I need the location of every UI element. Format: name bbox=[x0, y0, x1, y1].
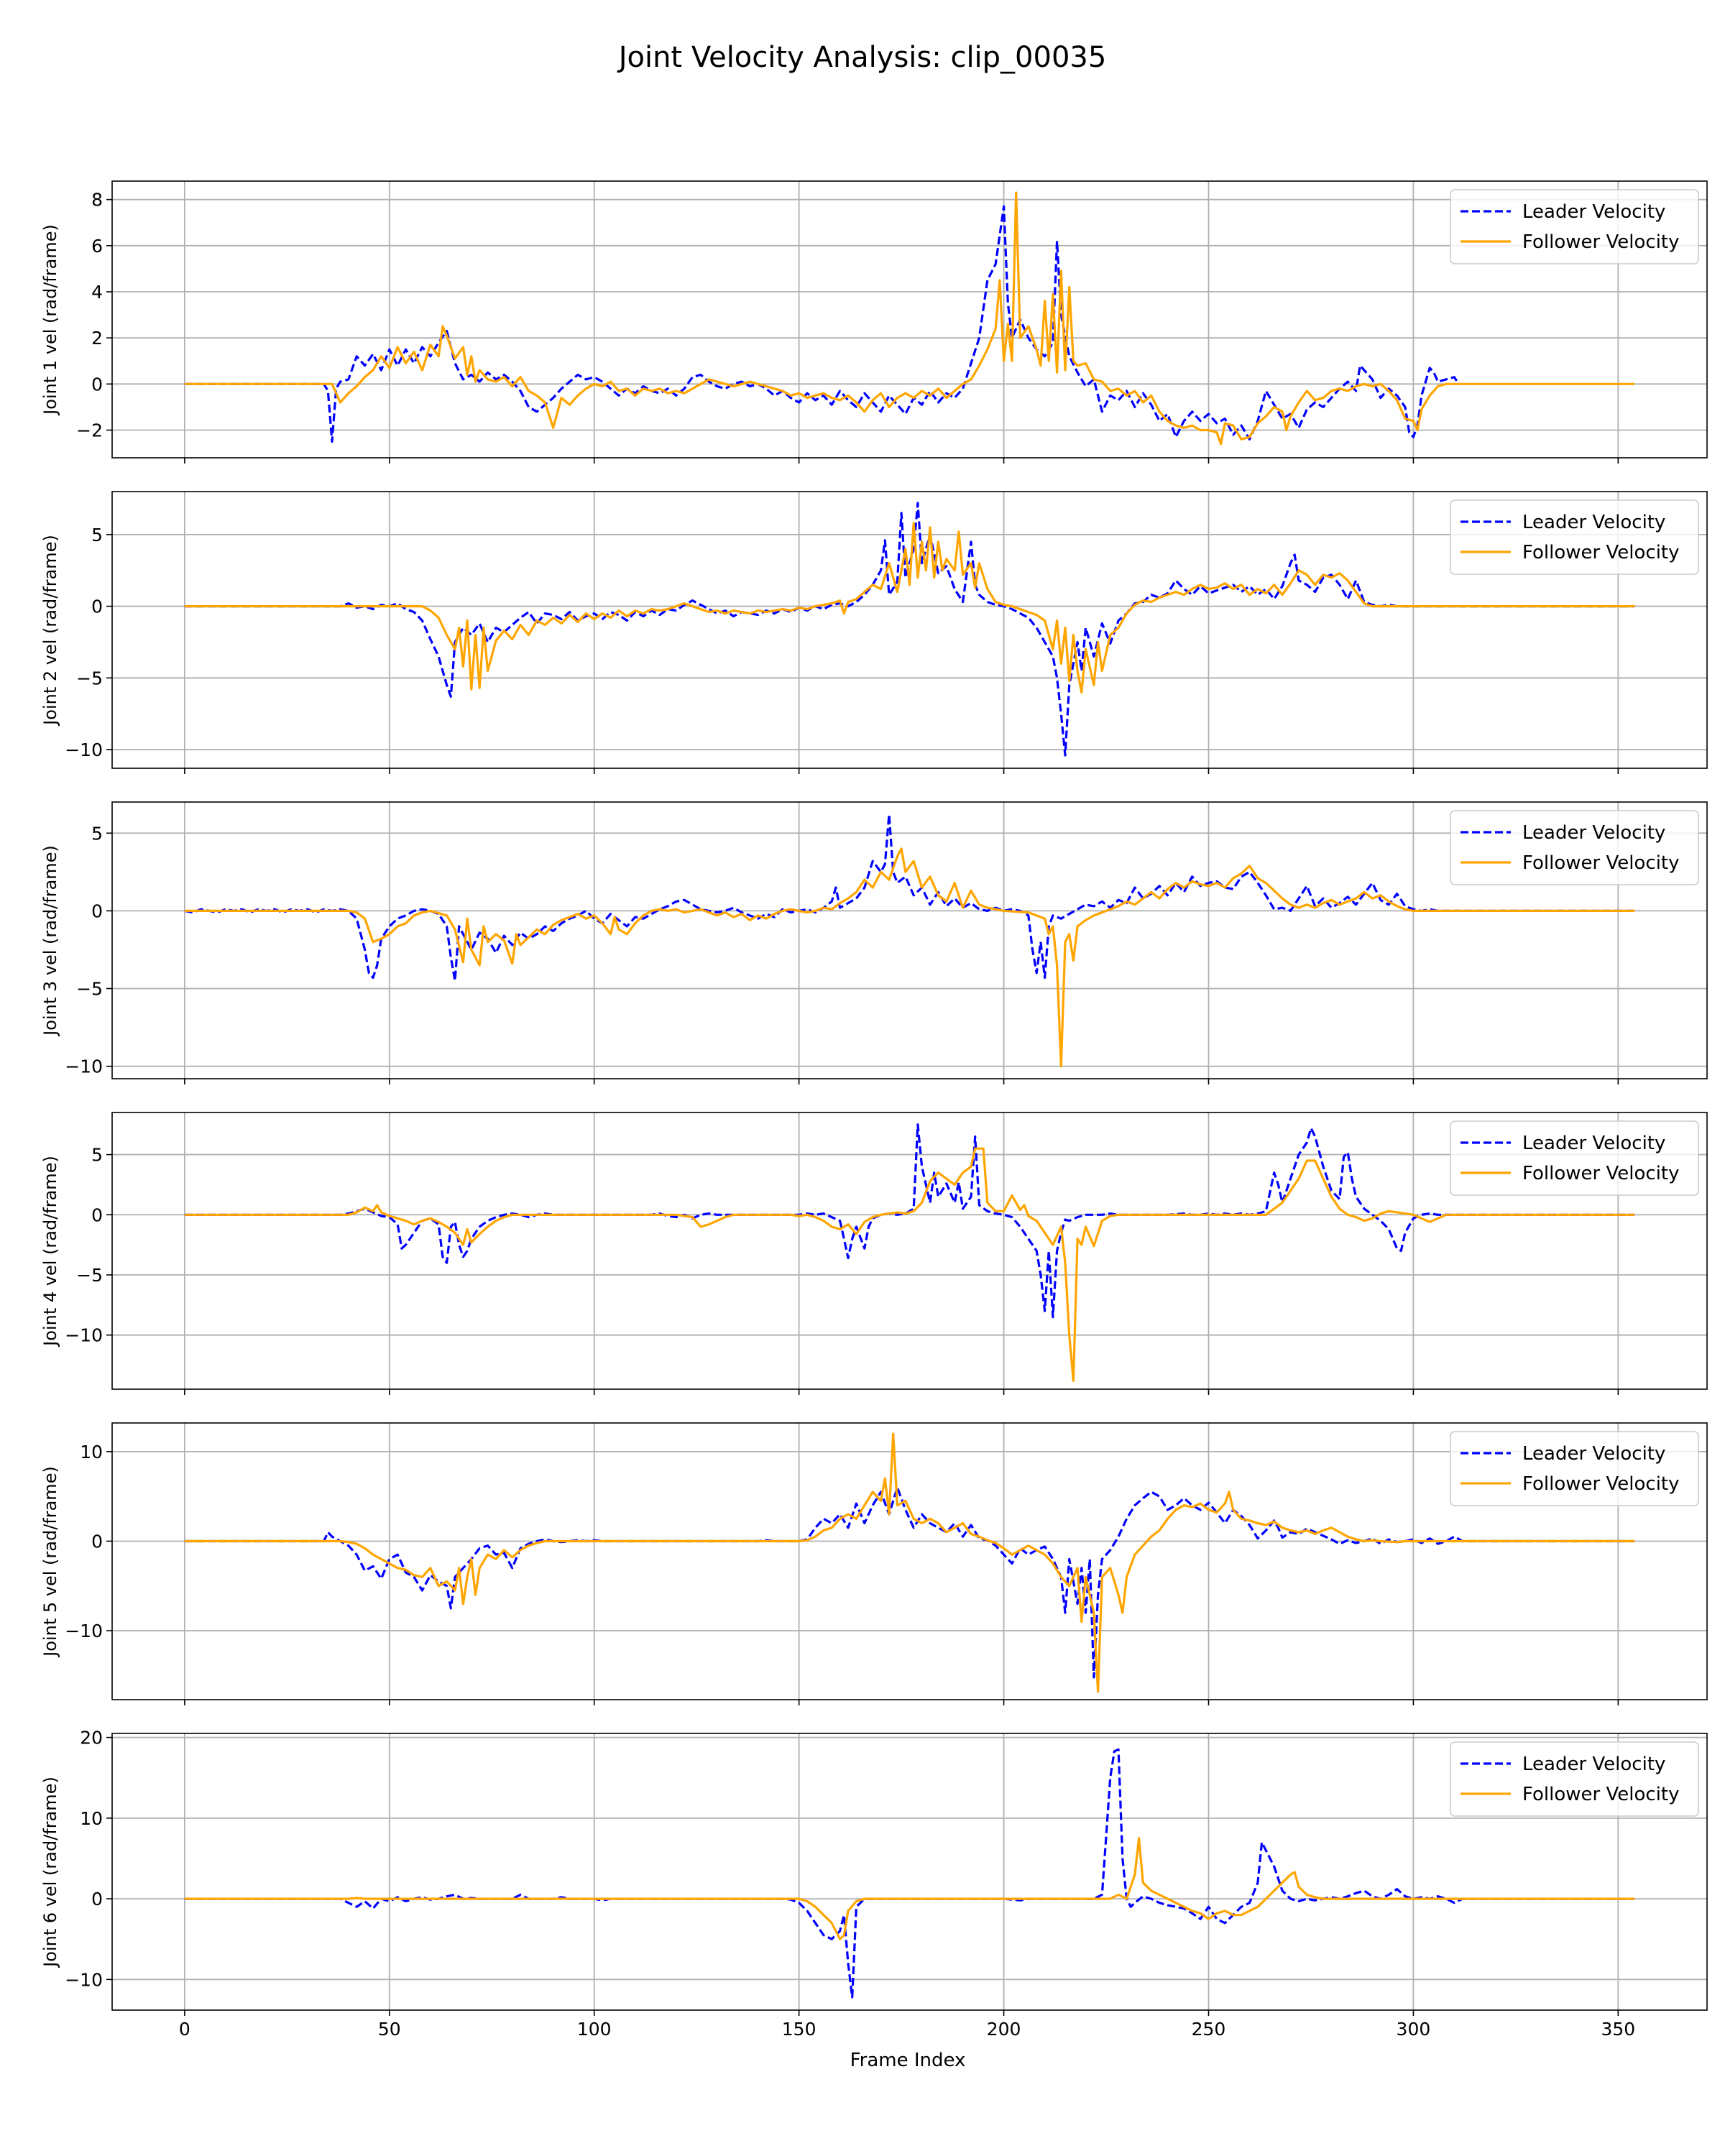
legend-box bbox=[1450, 1120, 1699, 1196]
follower-velocity-line bbox=[184, 191, 1635, 446]
legend-leader-label: Leader Velocity bbox=[1522, 201, 1665, 223]
x-tick-label: 0 bbox=[179, 2019, 190, 2040]
y-axis-label: Joint 4 vel (rad/frame) bbox=[40, 1156, 60, 1348]
y-tick-label: 4 bbox=[91, 282, 103, 303]
legend: Leader Velocity Follower Velocity bbox=[1450, 189, 1699, 264]
axes-frame bbox=[111, 1112, 1708, 1390]
y-axis-label: Joint 1 vel (rad/frame) bbox=[40, 224, 60, 416]
legend-box bbox=[1450, 1741, 1699, 1817]
legend: Leader Velocity Follower Velocity bbox=[1450, 1431, 1699, 1506]
leader-velocity-line bbox=[184, 1123, 1635, 1319]
leader-velocity-line bbox=[184, 205, 1460, 443]
y-tick-label: 0 bbox=[91, 1531, 103, 1552]
follower-velocity-line bbox=[184, 1432, 1635, 1693]
y-tick-label: 0 bbox=[91, 374, 103, 395]
subplot-joint-1: −2 0 2 4 6 8 Joint 1 vel (rad/frame) Leader Vel… bbox=[40, 180, 1708, 464]
legend: Leader Velocity Follower Velocity bbox=[1450, 499, 1699, 575]
y-tick-label: 20 bbox=[80, 1728, 103, 1749]
y-tick-label: 6 bbox=[91, 236, 103, 257]
axes-frame bbox=[111, 491, 1708, 769]
y-axis-label: Joint 5 vel (rad/frame) bbox=[40, 1466, 60, 1658]
follower-velocity-line bbox=[184, 1147, 1635, 1382]
legend-box bbox=[1450, 810, 1699, 885]
y-axis-label: Joint 3 vel (rad/frame) bbox=[40, 845, 60, 1037]
y-tick-label: −5 bbox=[76, 1265, 103, 1286]
legend-follower-label: Follower Velocity bbox=[1522, 1473, 1680, 1495]
legend-follower-label: Follower Velocity bbox=[1522, 231, 1680, 253]
legend: Leader Velocity Follower Velocity bbox=[1450, 1741, 1699, 1817]
leader-velocity-line bbox=[184, 1486, 1635, 1679]
legend-follower-label: Follower Velocity bbox=[1522, 1163, 1680, 1184]
legend-leader-label: Leader Velocity bbox=[1522, 1754, 1665, 1775]
follower-velocity-line bbox=[184, 1837, 1635, 1940]
y-axis-label: Joint 6 vel (rad/frame) bbox=[40, 1777, 60, 1968]
legend-leader-label: Leader Velocity bbox=[1522, 512, 1665, 533]
axes-frame bbox=[111, 1422, 1708, 1700]
follower-velocity-line bbox=[184, 847, 1635, 1068]
leader-velocity-line bbox=[184, 1748, 1635, 1999]
legend-box bbox=[1450, 1431, 1699, 1506]
y-tick-label: 5 bbox=[91, 1145, 103, 1166]
y-tick-label: 0 bbox=[91, 1204, 103, 1225]
y-tick-label: 0 bbox=[91, 1889, 103, 1909]
follower-velocity-line bbox=[184, 522, 1635, 694]
y-tick-label: 5 bbox=[91, 525, 103, 545]
subplot-joint-6: 0 50 100 150 200 250 300 350 −10 0 10 20 Joint 6 vel… bbox=[40, 1728, 1708, 2040]
y-tick-label: −10 bbox=[65, 740, 103, 760]
subplot-joint-2: −10 −5 0 5 Joint 2 vel (rad/frame) Leader Vel… bbox=[40, 491, 1708, 774]
y-tick-label: −5 bbox=[76, 668, 103, 688]
x-axis-label: Frame Index bbox=[850, 2050, 966, 2071]
y-tick-label: −10 bbox=[65, 1969, 103, 1990]
legend-leader-label: Leader Velocity bbox=[1522, 1133, 1665, 1154]
legend-box bbox=[1450, 499, 1699, 575]
series-group bbox=[184, 1748, 1635, 1999]
axes-frame bbox=[111, 180, 1708, 459]
y-tick-label: 5 bbox=[91, 823, 103, 844]
figure-title: Joint Velocity Analysis: clip_00035 bbox=[617, 41, 1107, 74]
leader-velocity-line bbox=[184, 502, 1635, 757]
y-tick-label: −10 bbox=[65, 1621, 103, 1641]
legend-follower-label: Follower Velocity bbox=[1522, 1784, 1680, 1805]
y-tick-label: 0 bbox=[91, 900, 103, 921]
legend-follower-label: Follower Velocity bbox=[1522, 852, 1680, 874]
legend-box bbox=[1450, 189, 1699, 264]
y-tick-label: −10 bbox=[65, 1056, 103, 1077]
y-tick-label: 10 bbox=[80, 1808, 103, 1829]
series-group bbox=[184, 191, 1635, 446]
axes-frame bbox=[111, 1733, 1708, 2011]
y-tick-label: −2 bbox=[76, 420, 103, 441]
axes-frame bbox=[111, 801, 1708, 1079]
x-tick-label: 150 bbox=[782, 2019, 816, 2040]
y-tick-label: 10 bbox=[80, 1442, 103, 1462]
y-tick-label: −5 bbox=[76, 979, 103, 1000]
y-tick-label: 0 bbox=[91, 596, 103, 617]
x-tick-label: 50 bbox=[378, 2019, 401, 2040]
series-group bbox=[184, 813, 1635, 1068]
x-tick-label: 300 bbox=[1397, 2019, 1431, 2040]
subplot-joint-5: −10 0 10 Joint 5 vel (rad/frame) Leader Velo… bbox=[40, 1422, 1708, 1705]
series-group bbox=[184, 1123, 1635, 1382]
legend: Leader Velocity Follower Velocity bbox=[1450, 810, 1699, 885]
subplot-joint-4: −10 −5 0 5 Joint 4 vel (rad/frame) Leader Vel… bbox=[40, 1112, 1708, 1395]
x-tick-label: 350 bbox=[1601, 2019, 1635, 2040]
series-group bbox=[184, 502, 1635, 757]
x-tick-label: 100 bbox=[577, 2019, 612, 2040]
series-group bbox=[184, 1432, 1635, 1693]
y-tick-label: −10 bbox=[65, 1325, 103, 1346]
legend-leader-label: Leader Velocity bbox=[1522, 822, 1665, 844]
legend-follower-label: Follower Velocity bbox=[1522, 542, 1680, 563]
x-tick-label: 250 bbox=[1192, 2019, 1226, 2040]
leader-velocity-line bbox=[184, 813, 1635, 982]
y-tick-label: 2 bbox=[91, 328, 103, 349]
legend: Leader Velocity Follower Velocity bbox=[1450, 1120, 1699, 1196]
subplot-joint-3: −10 −5 0 5 Joint 3 vel (rad/frame) Leader Vel… bbox=[40, 801, 1708, 1084]
x-tick-label: 200 bbox=[987, 2019, 1021, 2040]
y-tick-label: 8 bbox=[91, 190, 103, 211]
y-axis-label: Joint 2 vel (rad/frame) bbox=[40, 535, 60, 727]
legend-leader-label: Leader Velocity bbox=[1522, 1443, 1665, 1465]
